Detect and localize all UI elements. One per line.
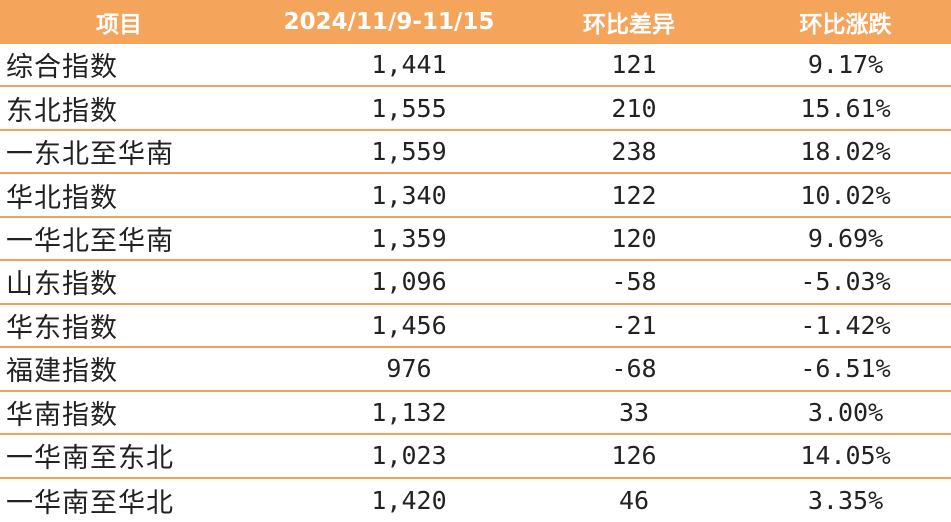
row-pct: 18.02% — [800, 137, 891, 167]
table-row: 山东指数 1,096 -58 -5.03% — [0, 261, 951, 305]
table-row: 华北指数 1,340 122 10.02% — [0, 174, 951, 218]
row-value: 1,132 — [371, 397, 447, 427]
row-value: 1,441 — [371, 50, 447, 80]
row-name: 华东指数 — [6, 312, 118, 344]
row-name: 福建指数 — [6, 356, 118, 388]
row-value: 1,456 — [371, 310, 447, 340]
row-diff: 46 — [618, 485, 650, 515]
row-value: 1,420 — [371, 485, 447, 515]
header-mom-diff: 环比差异 — [583, 12, 675, 38]
row-pct: -1.42% — [800, 310, 891, 340]
table-row: 一东北至华南 1,559 238 18.02% — [0, 131, 951, 175]
row-value: 1,559 — [371, 137, 447, 167]
row-diff: 122 — [611, 180, 657, 210]
table-row: 一华南至华北 1,420 46 3.35% — [0, 479, 951, 522]
row-diff: 120 — [611, 224, 657, 254]
table-header: 项目 2024/11/9-11/15 环比差异 环比涨跌 — [0, 0, 951, 44]
row-value: 1,340 — [371, 180, 447, 210]
row-diff: 121 — [611, 50, 657, 80]
table-body: 综合指数 1,441 121 9.17% 东北指数 1,555 210 15.6… — [0, 44, 951, 522]
row-value: 976 — [386, 354, 432, 384]
row-name: 一华北至华南 — [6, 226, 174, 258]
table-row: 福建指数 976 -68 -6.51% — [0, 348, 951, 392]
row-pct: -6.51% — [800, 354, 891, 384]
row-value: 1,555 — [371, 93, 447, 123]
row-pct: 3.35% — [807, 485, 884, 515]
row-diff: -58 — [611, 267, 657, 297]
row-diff: 33 — [618, 397, 650, 427]
table-row: 一华南至东北 1,023 126 14.05% — [0, 435, 951, 479]
row-diff: -68 — [611, 354, 657, 384]
row-pct: 14.05% — [800, 441, 891, 471]
row-pct: 9.69% — [807, 224, 884, 254]
header-mom-change: 环比涨跌 — [799, 12, 892, 38]
header-item: 项目 — [96, 12, 142, 38]
row-name: 东北指数 — [6, 95, 118, 127]
table-row: 华东指数 1,456 -21 -1.42% — [0, 305, 951, 349]
row-pct: 9.17% — [807, 50, 884, 80]
row-pct: 10.02% — [800, 180, 891, 210]
row-name: 山东指数 — [6, 269, 118, 301]
row-value: 1,359 — [371, 224, 447, 254]
row-diff: 238 — [611, 137, 657, 167]
row-name: 综合指数 — [6, 52, 118, 84]
table-row: 华南指数 1,132 33 3.00% — [0, 392, 951, 436]
row-diff: -21 — [611, 310, 657, 340]
table-row: 综合指数 1,441 121 9.17% — [0, 44, 951, 88]
row-name: 一华南至东北 — [6, 443, 174, 475]
row-diff: 126 — [611, 441, 657, 471]
row-name: 华南指数 — [6, 399, 118, 431]
header-period: 2024/11/9-11/15 — [283, 9, 495, 35]
row-value: 1,096 — [371, 267, 447, 297]
row-pct: -5.03% — [800, 267, 891, 297]
row-name: 华北指数 — [6, 182, 118, 214]
row-name: 一东北至华南 — [6, 139, 174, 171]
row-pct: 15.61% — [800, 93, 891, 123]
table-row: 一华北至华南 1,359 120 9.69% — [0, 218, 951, 262]
row-pct: 3.00% — [807, 397, 884, 427]
row-value: 1,023 — [371, 441, 447, 471]
row-name: 一华南至华北 — [6, 487, 174, 519]
table-row: 东北指数 1,555 210 15.61% — [0, 87, 951, 131]
row-diff: 210 — [611, 93, 657, 123]
